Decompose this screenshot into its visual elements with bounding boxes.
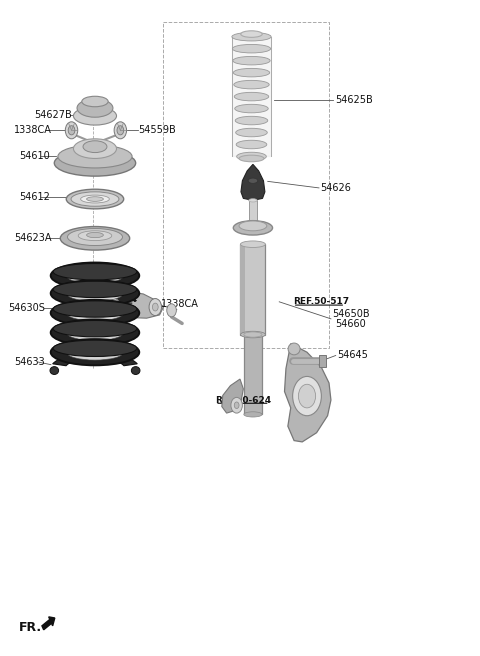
Polygon shape (222, 379, 243, 413)
Ellipse shape (236, 140, 267, 149)
Ellipse shape (236, 129, 267, 137)
Ellipse shape (51, 300, 139, 326)
Bar (319, 355, 325, 367)
Ellipse shape (244, 412, 262, 417)
Ellipse shape (78, 231, 112, 241)
Text: 54630S: 54630S (8, 303, 45, 314)
Text: 54612: 54612 (19, 192, 50, 202)
Circle shape (114, 122, 127, 139)
Polygon shape (241, 165, 265, 200)
Ellipse shape (81, 195, 109, 203)
Text: FR.: FR. (19, 621, 42, 634)
Ellipse shape (71, 192, 119, 206)
Ellipse shape (240, 241, 265, 247)
Text: REF.50-517: REF.50-517 (293, 297, 349, 306)
Ellipse shape (51, 319, 139, 346)
Ellipse shape (244, 332, 262, 337)
Ellipse shape (68, 228, 122, 245)
Text: 54645: 54645 (337, 350, 368, 361)
Circle shape (293, 377, 322, 416)
Circle shape (117, 126, 124, 135)
Polygon shape (285, 344, 331, 442)
Ellipse shape (73, 107, 117, 125)
Ellipse shape (51, 280, 139, 306)
Ellipse shape (53, 281, 137, 298)
Ellipse shape (83, 141, 107, 153)
Circle shape (299, 384, 316, 408)
Ellipse shape (232, 45, 271, 53)
Polygon shape (108, 291, 163, 318)
Ellipse shape (234, 81, 269, 89)
Ellipse shape (288, 343, 300, 355)
Ellipse shape (53, 340, 137, 356)
Text: 54650B: 54650B (332, 308, 370, 319)
Ellipse shape (51, 262, 139, 289)
Text: 54559B: 54559B (139, 125, 176, 134)
Ellipse shape (53, 321, 137, 337)
Text: 54623A: 54623A (14, 233, 51, 243)
Circle shape (234, 402, 239, 409)
Circle shape (109, 298, 120, 313)
Circle shape (65, 122, 78, 139)
Ellipse shape (66, 305, 124, 321)
Ellipse shape (60, 226, 130, 250)
Ellipse shape (66, 268, 124, 283)
Ellipse shape (51, 339, 139, 365)
Ellipse shape (53, 301, 137, 318)
Ellipse shape (82, 96, 108, 107)
Text: 1338CA: 1338CA (14, 125, 52, 134)
Ellipse shape (239, 155, 264, 162)
Ellipse shape (77, 99, 113, 117)
Text: 54660: 54660 (335, 319, 365, 329)
Ellipse shape (235, 116, 268, 125)
Ellipse shape (53, 264, 137, 280)
Ellipse shape (132, 367, 140, 375)
Circle shape (112, 302, 117, 309)
Circle shape (149, 298, 161, 316)
Ellipse shape (240, 31, 262, 37)
Ellipse shape (233, 68, 270, 77)
Text: REF.60-624: REF.60-624 (81, 295, 137, 304)
Ellipse shape (234, 92, 269, 101)
Text: 54627B: 54627B (34, 110, 72, 120)
Ellipse shape (66, 189, 124, 209)
Ellipse shape (50, 367, 59, 375)
Text: REF.60-624: REF.60-624 (215, 396, 271, 405)
Ellipse shape (239, 221, 267, 231)
Ellipse shape (86, 197, 103, 201)
FancyArrow shape (42, 617, 55, 630)
Circle shape (167, 304, 176, 317)
Polygon shape (53, 352, 137, 366)
Bar (240, 244, 245, 335)
Ellipse shape (58, 145, 132, 168)
Ellipse shape (233, 56, 270, 65)
Bar (240, 244, 265, 335)
Text: 54610: 54610 (19, 152, 49, 161)
Bar (249, 200, 257, 231)
Text: 54633: 54633 (14, 357, 45, 367)
Ellipse shape (73, 139, 117, 159)
Ellipse shape (54, 150, 136, 176)
Ellipse shape (66, 285, 124, 301)
Text: 54625B: 54625B (335, 95, 372, 105)
Ellipse shape (233, 220, 273, 235)
Circle shape (153, 303, 158, 311)
Text: 1338CA: 1338CA (161, 298, 199, 309)
Ellipse shape (66, 344, 124, 360)
Circle shape (231, 398, 242, 413)
Ellipse shape (66, 325, 124, 340)
Ellipse shape (240, 331, 265, 338)
Ellipse shape (235, 104, 268, 113)
Text: 54626: 54626 (321, 183, 351, 193)
Ellipse shape (232, 32, 271, 41)
Ellipse shape (86, 232, 103, 237)
Ellipse shape (237, 152, 266, 161)
Ellipse shape (248, 178, 258, 183)
Ellipse shape (249, 199, 257, 202)
Bar (244, 335, 262, 415)
Circle shape (68, 126, 75, 135)
